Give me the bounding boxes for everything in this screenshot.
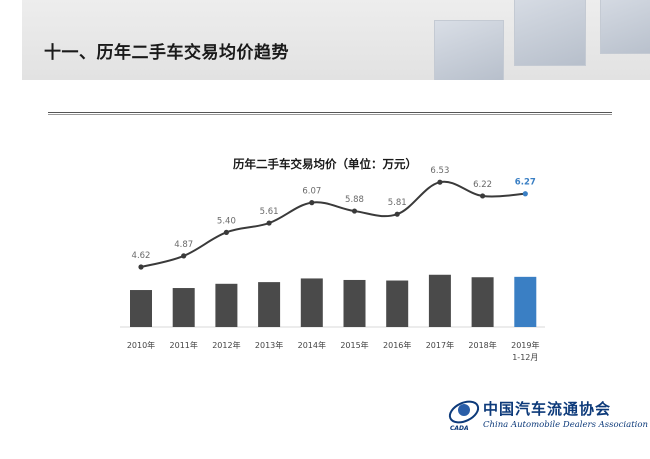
- x-tick-label: 2019年: [511, 340, 539, 350]
- bar: [258, 282, 281, 327]
- decorative-cubes: [422, 0, 650, 80]
- data-point: [351, 208, 358, 214]
- data-point: [437, 179, 443, 185]
- data-label: 4.87: [174, 240, 193, 250]
- chart-title: 历年二手车交易均价（单位：万元）: [233, 157, 417, 171]
- series-line: [140, 180, 526, 268]
- divider: [48, 114, 612, 115]
- data-label: 6.22: [473, 180, 492, 190]
- x-tick-label: 2011年: [170, 340, 198, 350]
- data-label: 6.07: [302, 187, 321, 197]
- data-point: [309, 200, 315, 206]
- data-label: 6.27: [515, 178, 536, 188]
- data-point: [480, 193, 486, 199]
- data-label: 5.40: [217, 216, 236, 226]
- x-tick-label: 2010年: [127, 340, 155, 350]
- bar: [428, 274, 451, 327]
- bar: [215, 283, 238, 327]
- cada-emblem-icon: [448, 400, 480, 424]
- cada-logo: CADA 中国汽车流通协会 China Automobile Dealers A…: [447, 396, 648, 442]
- x-tick-label: 2014年: [298, 340, 326, 350]
- logo-name-en: China Automobile Dealers Association: [483, 420, 648, 430]
- page-title: 十一、历年二手车交易均价趋势: [44, 43, 289, 63]
- header-banner: [22, 0, 650, 80]
- x-tick-label: 2013年: [255, 340, 283, 350]
- data-point: [223, 229, 229, 235]
- data-point: [138, 264, 144, 270]
- x-tick-sublabel: 1-12月: [512, 353, 538, 362]
- data-point: [181, 253, 187, 259]
- divider: [48, 112, 612, 113]
- data-point: [394, 211, 400, 217]
- x-tick-label: 2016年: [383, 340, 411, 350]
- bar: [514, 276, 537, 327]
- bar: [172, 288, 195, 327]
- data-point: [266, 220, 272, 226]
- logo-abbreviation: CADA: [450, 425, 469, 432]
- bar: [130, 290, 152, 327]
- bar: [300, 278, 323, 327]
- data-label: 5.88: [345, 195, 364, 205]
- bar: [386, 280, 409, 327]
- data-label: 5.61: [260, 207, 279, 217]
- x-tick-label: 2017年: [426, 340, 454, 350]
- bar: [343, 279, 366, 327]
- data-point: [522, 191, 528, 197]
- bar: [471, 277, 494, 327]
- data-label: 5.81: [388, 198, 407, 208]
- data-label: 6.53: [430, 166, 449, 176]
- x-tick-label: 2015年: [340, 340, 368, 350]
- x-tick-label: 2018年: [468, 340, 496, 350]
- logo-name-cn: 中国汽车流通协会: [483, 400, 612, 418]
- x-tick-label: 2012年: [212, 340, 240, 350]
- data-label: 4.62: [132, 251, 151, 261]
